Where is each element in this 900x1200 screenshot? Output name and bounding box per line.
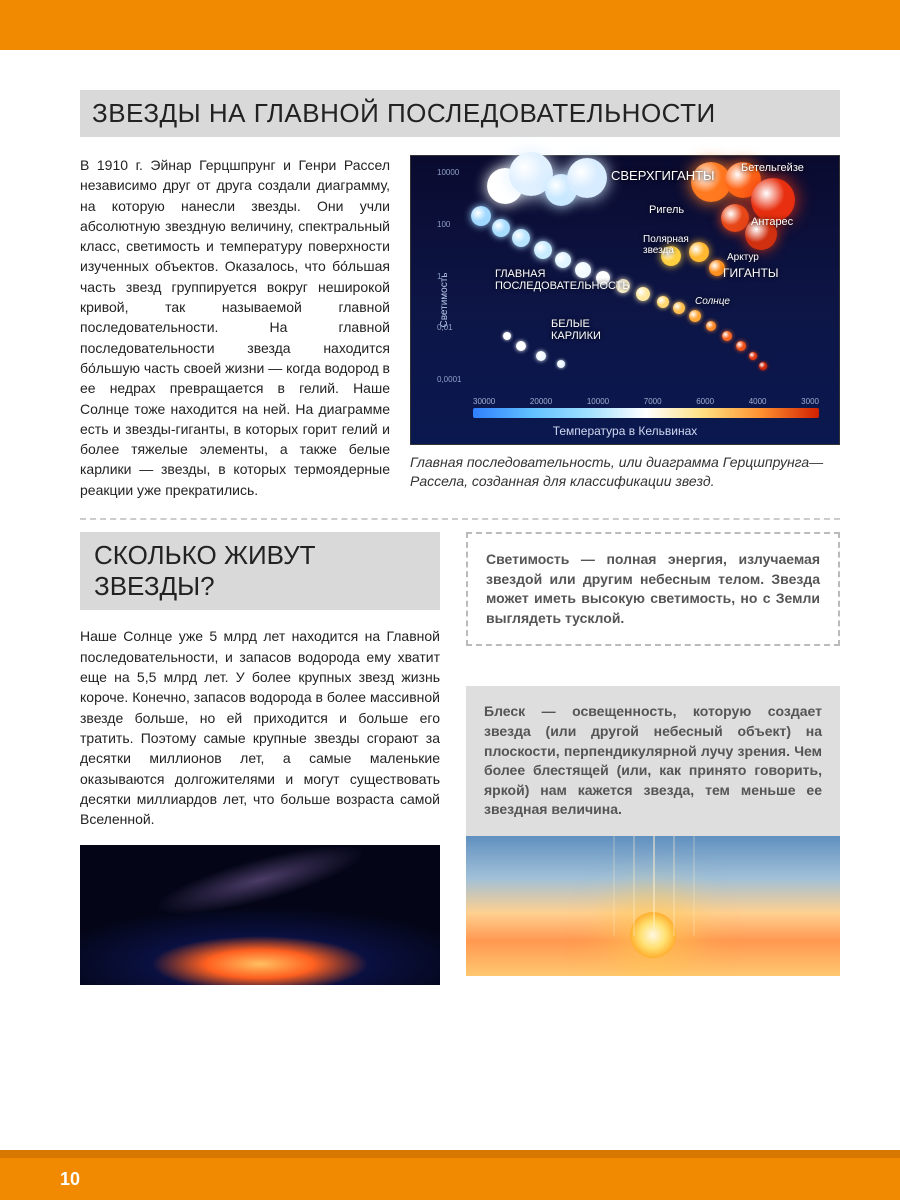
- x-tick: 20000: [530, 397, 552, 406]
- x-tick: 7000: [644, 397, 662, 406]
- star-point: [689, 242, 709, 262]
- star-point: [722, 331, 732, 341]
- y-tick: 10000: [437, 168, 461, 177]
- diagram-column: Светимость 1000010010,010,0001 300002000…: [410, 155, 840, 500]
- hr-diagram: Светимость 1000010010,010,0001 300002000…: [410, 155, 840, 445]
- diagram-label: Солнце: [695, 296, 730, 307]
- intro-paragraph: В 1910 г. Эйнар Герцшпрунг и Генри Рассе…: [80, 155, 390, 500]
- star-point: [736, 341, 746, 351]
- sidebar-luminosity: Светимость — полная энергия, излучаемая …: [466, 532, 840, 646]
- y-tick: 0,0001: [437, 375, 461, 384]
- star-point: [555, 252, 571, 268]
- page-number: 10: [60, 1169, 80, 1190]
- separator: [80, 518, 840, 520]
- diagram-label: БЕЛЫЕ КАРЛИКИ: [551, 318, 601, 342]
- x-tick: 30000: [473, 397, 495, 406]
- star-point: [471, 206, 491, 226]
- row-intro: В 1910 г. Эйнар Герцшпрунг и Генри Рассе…: [80, 155, 840, 500]
- temperature-gradient: [473, 408, 819, 418]
- sidebar-brightness: Блеск — освещенность, которую создает зв…: [466, 686, 840, 836]
- column-right: Светимость — полная энергия, излучаемая …: [466, 532, 840, 985]
- diagram-caption: Главная последовательность, или диаграмм…: [410, 453, 840, 491]
- star-point: [636, 287, 650, 301]
- star-point: [567, 158, 607, 198]
- main-title: ЗВЕЗДЫ НА ГЛАВНОЙ ПОСЛЕДОВАТЕЛЬНОСТИ: [80, 90, 840, 137]
- bottom-bar: 10: [0, 1158, 900, 1200]
- x-ticks: 30000 20000 10000 7000 6000 4000 3000: [473, 397, 819, 406]
- y-tick: 0,01: [437, 323, 461, 332]
- star-point: [516, 341, 526, 351]
- star-point: [503, 332, 511, 340]
- sub-title: СКОЛЬКО ЖИВУТ ЗВЕЗДЫ?: [80, 532, 440, 610]
- diagram-label: Бетельгейзе: [741, 162, 804, 174]
- top-bar: [0, 0, 900, 50]
- diagram-label: СВЕРХГИГАНТЫ: [611, 168, 715, 183]
- diagram-label: Антарес: [751, 216, 793, 228]
- column-left: СКОЛЬКО ЖИВУТ ЗВЕЗДЫ? Наше Солнце уже 5 …: [80, 532, 440, 985]
- sunset-rays-image: [466, 836, 840, 976]
- star-point: [536, 351, 546, 361]
- page-content: ЗВЕЗДЫ НА ГЛАВНОЙ ПОСЛЕДОВАТЕЛЬНОСТИ В 1…: [0, 50, 900, 1035]
- star-point: [534, 241, 552, 259]
- star-point: [657, 296, 669, 308]
- star-point: [706, 321, 716, 331]
- diagram-label: Арктур: [727, 252, 759, 263]
- galaxy-sunrise-image: [80, 845, 440, 985]
- star-point: [512, 229, 530, 247]
- star-point: [759, 362, 767, 370]
- diagram-label: Ригель: [649, 204, 684, 216]
- x-tick: 6000: [696, 397, 714, 406]
- x-tick: 3000: [801, 397, 819, 406]
- row-lower: СКОЛЬКО ЖИВУТ ЗВЕЗДЫ? Наше Солнце уже 5 …: [80, 532, 840, 985]
- y-ticks: 10000 100 1 0,01 0,0001: [437, 156, 461, 396]
- x-tick: 4000: [749, 397, 767, 406]
- x-tick: 10000: [587, 397, 609, 406]
- diagram-label: ГЛАВНАЯ ПОСЛЕДОВАТЕЛЬНОСТЬ: [495, 268, 630, 292]
- star-point: [492, 219, 510, 237]
- y-tick: 1: [437, 272, 461, 281]
- diagram-label: Полярная звезда: [643, 234, 689, 256]
- star-point: [557, 360, 565, 368]
- x-axis-label: Температура в Кельвинах: [553, 424, 698, 438]
- star-point: [721, 204, 749, 232]
- star-point: [673, 302, 685, 314]
- diagram-label: ГИГАНТЫ: [723, 266, 778, 280]
- star-point: [689, 310, 701, 322]
- y-tick: 100: [437, 220, 461, 229]
- body-paragraph: Наше Солнце уже 5 млрд лет находится на …: [80, 626, 440, 829]
- star-point: [749, 352, 757, 360]
